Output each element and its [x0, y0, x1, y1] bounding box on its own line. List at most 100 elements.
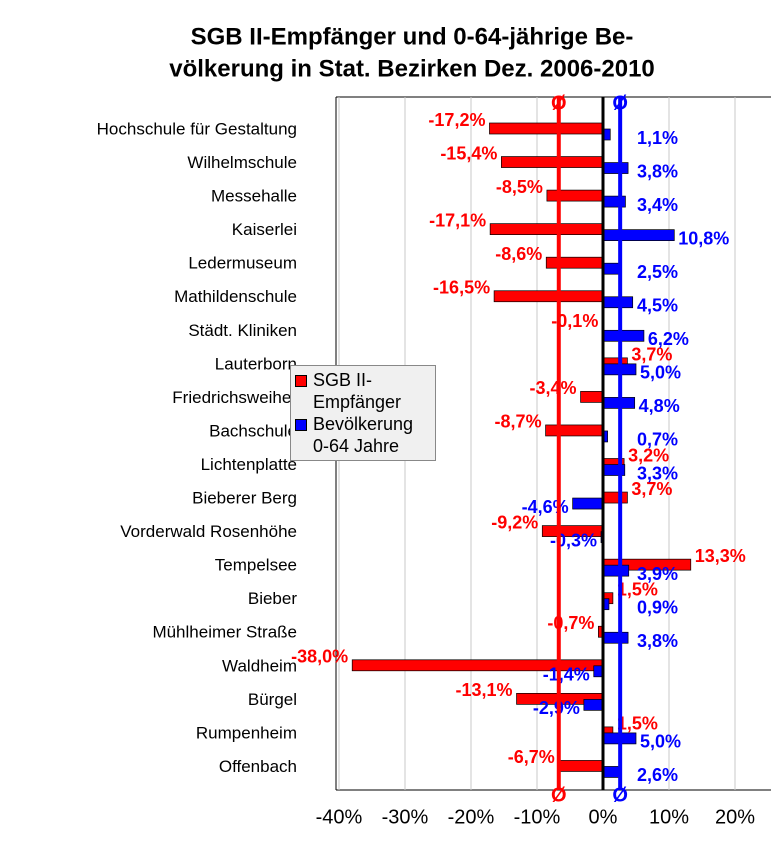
y-tick-label: Tempelsee	[215, 556, 297, 575]
y-tick-label: Bürgel	[248, 690, 297, 709]
bar	[602, 162, 629, 174]
data-label: 3,8%	[637, 631, 678, 651]
y-tick-label: Wilhelmschule	[187, 153, 297, 172]
bar	[493, 290, 604, 303]
data-label: -3,4%	[530, 378, 577, 398]
data-label: -8,7%	[495, 412, 542, 432]
data-label: 6,2%	[648, 329, 689, 349]
legend-swatch	[295, 375, 307, 387]
bar	[602, 491, 628, 504]
legend: SGB II-Empfänger Bevölkerung 0-64 Jahre	[290, 365, 436, 461]
average-label: Ø	[612, 784, 628, 806]
x-tick-label: -10%	[514, 806, 561, 828]
data-label: 2,6%	[637, 765, 678, 785]
data-label: 3,4%	[637, 195, 678, 215]
bar	[602, 564, 630, 577]
bar	[545, 256, 604, 269]
data-label: 0,9%	[637, 597, 678, 617]
y-tick-label: Lichtenplatte	[201, 455, 297, 474]
data-label: -6,7%	[508, 747, 555, 767]
average-label: Ø	[612, 92, 628, 114]
x-tick-label: -30%	[382, 806, 429, 828]
bar	[602, 262, 620, 275]
data-label: 1,1%	[637, 128, 678, 148]
legend-item: SGB II-Empfänger	[295, 369, 431, 413]
data-label: 10,8%	[678, 228, 729, 248]
data-label: -17,2%	[428, 110, 485, 130]
bar	[572, 497, 604, 510]
data-label: -2,9%	[533, 698, 580, 718]
y-tick-label: Messehalle	[211, 187, 297, 206]
x-tick-label: 10%	[649, 806, 689, 828]
bar	[602, 329, 645, 342]
data-label: 4,5%	[637, 296, 678, 316]
y-tick-label: Offenbach	[219, 757, 297, 776]
data-label: -13,1%	[455, 680, 512, 700]
y-tick-label: Mathildenschule	[174, 287, 297, 306]
y-tick-label: Rumpenheim	[196, 723, 297, 742]
y-tick-label: Friedrichsweiher	[172, 388, 297, 407]
y-tick-label: Bieber	[248, 589, 297, 608]
y-tick-label: Bachschule	[209, 421, 297, 440]
data-label: -0,1%	[551, 311, 598, 331]
y-tick-label: Lauterborn	[215, 354, 297, 373]
bar	[489, 122, 604, 135]
data-label: 13,3%	[695, 546, 746, 566]
y-tick-label: Kaiserlei	[232, 220, 297, 239]
bar	[602, 296, 634, 309]
bar	[489, 223, 604, 235]
bar	[501, 156, 604, 168]
data-label: 1,5%	[617, 579, 658, 599]
data-label: -8,5%	[496, 177, 543, 197]
data-label: -4,6%	[522, 497, 569, 517]
data-label: 1,5%	[617, 714, 658, 734]
data-label: -0,7%	[547, 613, 594, 633]
data-label: 3,7%	[631, 345, 672, 365]
y-tick-label: Bieberer Berg	[192, 489, 297, 508]
y-tick-label: Vorderwald Rosenhöhe	[120, 522, 297, 541]
average-label: Ø	[551, 92, 567, 114]
data-label: -1,4%	[543, 665, 590, 685]
data-label: -8,6%	[495, 244, 542, 264]
data-label: -17,1%	[429, 210, 486, 230]
data-label: 0,7%	[637, 430, 678, 450]
data-label: -38,0%	[291, 647, 348, 667]
x-tick-label: -40%	[316, 806, 363, 828]
y-tick-label: Städt. Kliniken	[188, 321, 297, 340]
bar	[602, 229, 675, 241]
y-tick-label: Hochschule für Gestaltung	[97, 119, 297, 138]
data-label: -0,3%	[550, 530, 597, 550]
data-label: 3,3%	[637, 463, 678, 483]
data-label: 5,0%	[640, 732, 681, 752]
data-label: 4,8%	[639, 396, 680, 416]
bar	[580, 391, 604, 403]
data-label: 2,5%	[637, 262, 678, 282]
x-tick-label: 20%	[715, 806, 755, 828]
data-label: 3,7%	[631, 479, 672, 499]
y-tick-label: Waldheim	[222, 656, 297, 675]
bar	[583, 698, 604, 711]
x-tick-label: -20%	[448, 806, 495, 828]
chart-title: völkerung in Stat. Bezirken Dez. 2006-20…	[169, 55, 655, 82]
bar	[546, 189, 604, 202]
data-label: -9,2%	[491, 512, 538, 532]
chart-title: SGB II-Empfänger und 0-64-jährige Be-	[191, 23, 634, 50]
data-label: -15,4%	[440, 143, 497, 163]
bar	[545, 424, 604, 437]
data-label: -16,5%	[433, 278, 490, 298]
data-label: 5,0%	[640, 363, 681, 383]
y-tick-label: Ledermuseum	[188, 254, 297, 273]
legend-swatch	[295, 419, 307, 431]
data-label: 3,8%	[637, 161, 678, 181]
bar	[558, 760, 604, 772]
y-tick-label: Mühlheimer Straße	[152, 623, 297, 642]
legend-label: SGB II-Empfänger	[313, 370, 402, 412]
data-label: 3,2%	[628, 445, 669, 465]
bar	[602, 631, 629, 644]
legend-item: Bevölkerung 0-64 Jahre	[295, 413, 431, 457]
bar	[602, 766, 621, 778]
data-label: 3,9%	[637, 564, 678, 584]
average-label: Ø	[551, 784, 567, 806]
